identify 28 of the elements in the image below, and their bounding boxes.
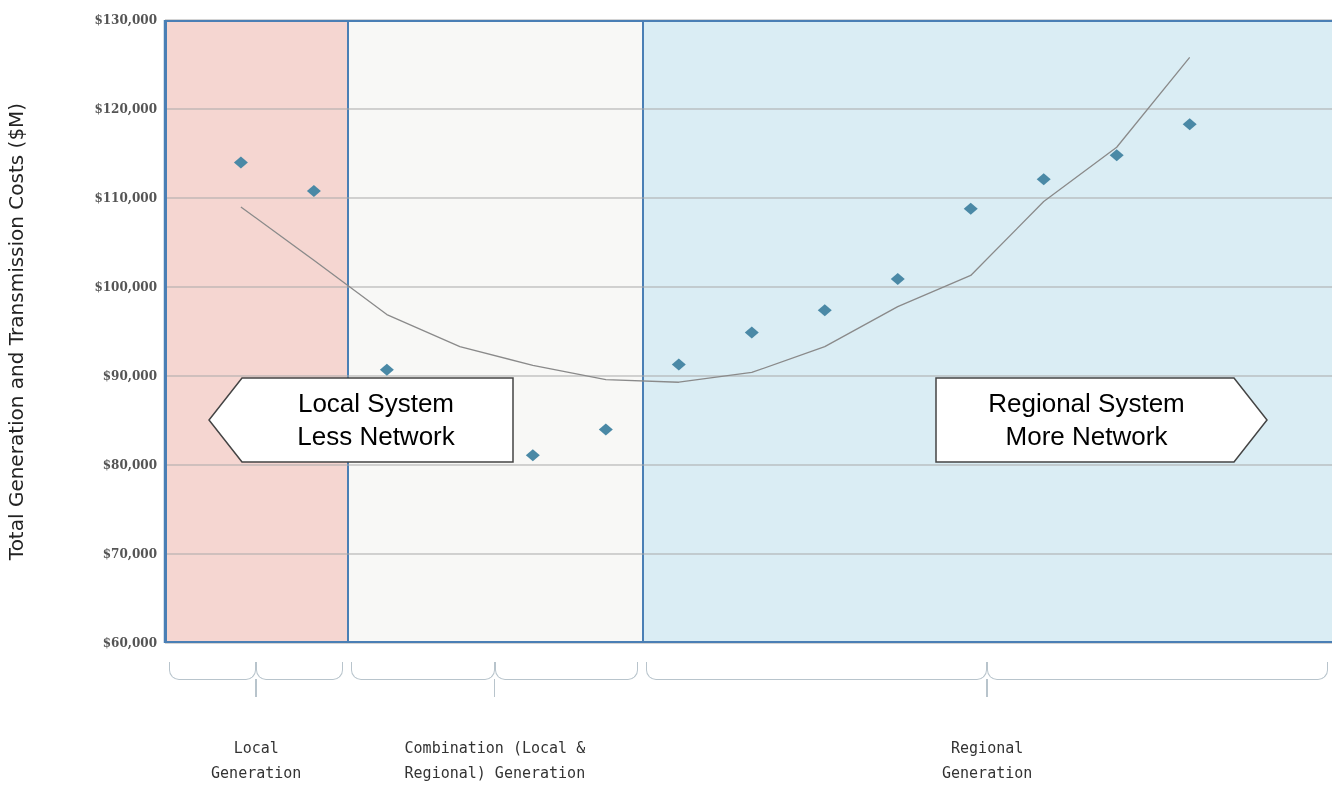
point [525, 449, 540, 462]
point [817, 304, 832, 317]
y-tick-label: $100,000 [94, 280, 157, 295]
point [890, 272, 905, 285]
line-series [240, 56, 1191, 383]
point [306, 184, 321, 197]
point [379, 363, 394, 376]
y-tick-label: $70,000 [102, 547, 157, 562]
point [1182, 118, 1197, 131]
point [598, 423, 613, 436]
point [963, 202, 978, 215]
text: Local Generation [210, 738, 303, 784]
text: Regional Generation [941, 738, 1034, 784]
y-tick-label: $60,000 [102, 636, 157, 651]
y-tick-label: $130,000 [94, 13, 157, 28]
annotation: Local System Less Network [296, 387, 456, 453]
point [1109, 149, 1124, 162]
point [233, 156, 248, 169]
y-tick-label: $90,000 [102, 369, 157, 384]
point [671, 358, 686, 371]
y-axis-title: Total Generation and Transmission Costs ($M) [4, 102, 29, 562]
point [1036, 173, 1051, 186]
text: Combination (Local & Regional) Generation [403, 738, 587, 784]
y-tick-label: $120,000 [94, 102, 157, 117]
point [744, 326, 759, 339]
y-tick-label: $80,000 [102, 458, 157, 473]
annotation: Regional System More Network [987, 387, 1186, 453]
y-tick-label: $110,000 [94, 191, 157, 206]
